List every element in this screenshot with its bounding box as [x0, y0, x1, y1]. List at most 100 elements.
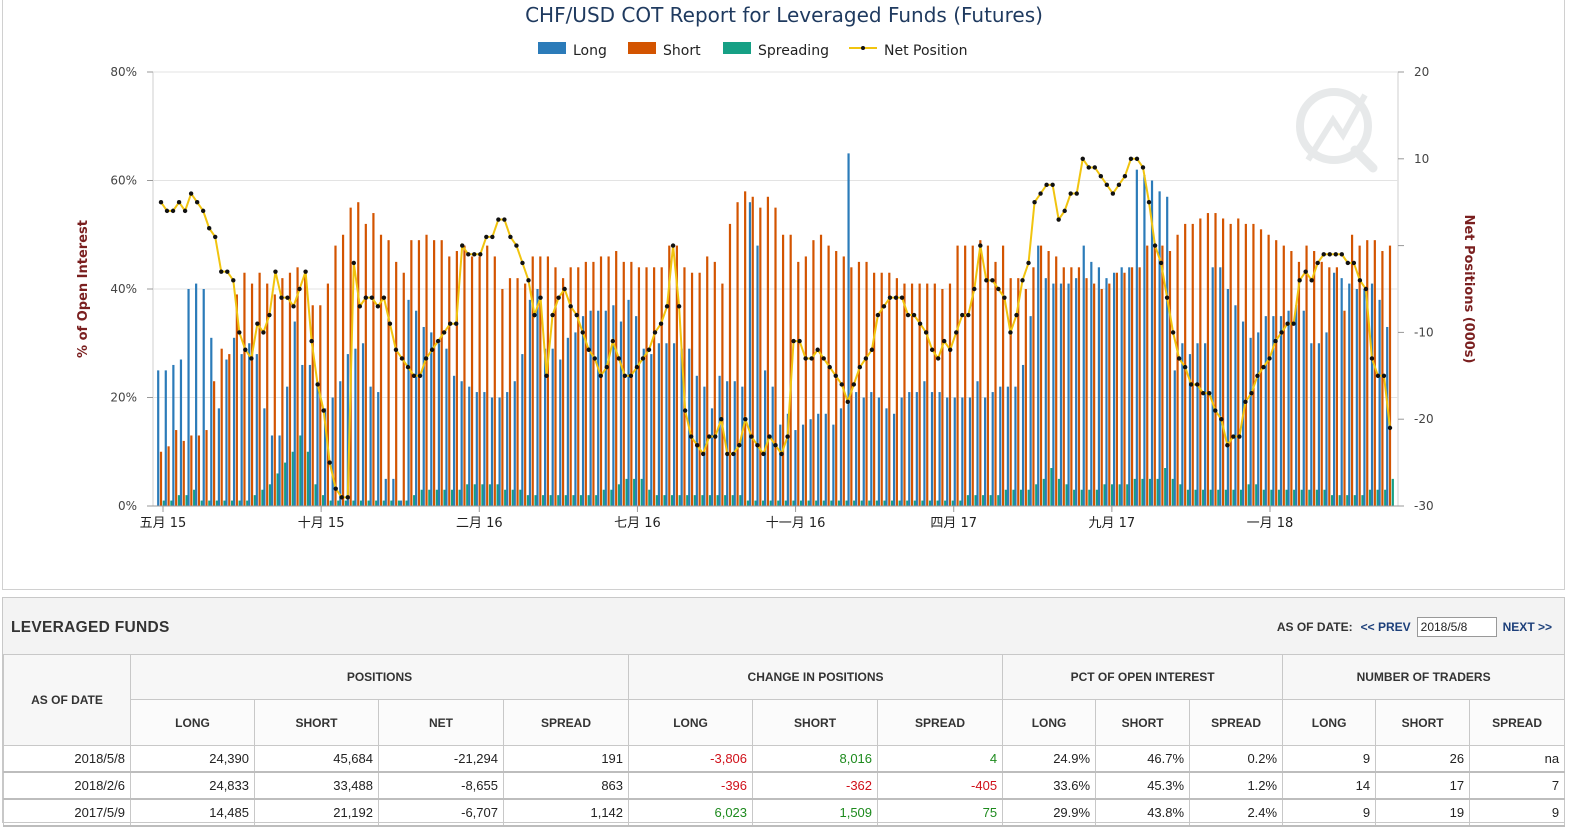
long-bar [278, 435, 281, 506]
short-bar [387, 240, 390, 507]
short-bar [334, 245, 337, 506]
x-tick-label: 一月 18 [1247, 516, 1294, 531]
long-bar [1059, 283, 1063, 506]
short-bar [1206, 213, 1210, 507]
short-bar [1161, 245, 1164, 506]
date-input[interactable] [1416, 617, 1497, 637]
net-position-point [1026, 260, 1031, 266]
net-position-point [1140, 165, 1146, 170]
col-pct-long: LONG [1002, 699, 1097, 746]
long-bar [1264, 316, 1267, 507]
spreading-bar [162, 500, 165, 506]
short-bar [470, 256, 474, 506]
cell-ch-short: 8,016 [752, 745, 879, 773]
net-position-point [1333, 252, 1338, 257]
net-position-point [297, 286, 302, 292]
long-bar [1150, 180, 1154, 506]
legend-short[interactable]: Short [628, 42, 701, 59]
net-position-point [1158, 260, 1164, 266]
short-bar [296, 267, 299, 506]
spreading-bar [1012, 489, 1015, 506]
long-bar [293, 321, 296, 506]
y-left-tick-label: 80% [110, 65, 137, 79]
long-bar [877, 397, 881, 506]
long-bar [1325, 332, 1328, 506]
net-position-point [960, 312, 965, 318]
spreading-bar [276, 473, 279, 506]
long-bar [1287, 310, 1290, 506]
as-of-date-label: AS OF DATE: [1276, 620, 1353, 634]
long-bar [1317, 343, 1321, 506]
spreading-bar [534, 495, 537, 506]
cell-pct-spread: 1.2% [1189, 771, 1284, 800]
net-position-point [911, 312, 917, 318]
chart-legend[interactable]: Long Short Spreading Net Position [538, 42, 968, 59]
net-position-point [303, 269, 308, 274]
legend-long-label: Long [573, 43, 607, 59]
net-position-point [725, 451, 730, 457]
short-bar [835, 251, 838, 506]
short-bar [895, 278, 898, 506]
long-bar [862, 397, 865, 506]
net-position-point [568, 304, 573, 309]
prev-date-link[interactable]: << PREV [1360, 620, 1411, 634]
long-bar [589, 310, 592, 506]
long-bar [718, 375, 721, 506]
spreading-bar [693, 495, 696, 506]
net-position-point [592, 356, 597, 361]
long-bar [483, 392, 486, 506]
net-position-point [200, 208, 206, 214]
legend-spreading[interactable]: Spreading [723, 42, 829, 59]
cell-tr-spread: 9 [1469, 798, 1566, 827]
long-bar [475, 392, 478, 506]
net-position-point [381, 295, 387, 300]
long-bar [172, 364, 175, 506]
net-position-point [417, 373, 423, 378]
long-bar [1135, 169, 1138, 506]
net-position-point [1219, 417, 1224, 422]
net-position-point [447, 321, 453, 326]
short-bar [1153, 245, 1156, 506]
spreading-bar [891, 500, 894, 506]
long-bar [1340, 278, 1343, 506]
net-position-point [767, 434, 772, 439]
net-position-point [905, 312, 911, 318]
col-pos-net: NET [378, 699, 504, 746]
net-position-point [285, 295, 290, 300]
legend-spreading-label: Spreading [758, 43, 829, 59]
long-bar [665, 343, 668, 506]
net-position-point [827, 364, 832, 370]
short-bar [1191, 223, 1194, 506]
long-bar [1021, 364, 1025, 506]
legend-long[interactable]: Long [538, 42, 607, 59]
short-bar [918, 283, 921, 506]
spreading-bar [253, 495, 256, 506]
net-position-point [1339, 252, 1345, 257]
net-position-point [357, 304, 363, 309]
long-bar [976, 381, 979, 506]
net-position-point [869, 347, 875, 352]
net-position-point [845, 399, 850, 405]
net-position-point [1104, 182, 1110, 188]
spreading-bar [450, 489, 454, 506]
spreading-bar [1103, 484, 1106, 506]
net-position-point [899, 295, 905, 300]
long-bar [1082, 245, 1085, 506]
net-position-point [369, 295, 375, 300]
long-bar [513, 381, 516, 506]
net-position-point [213, 234, 218, 240]
net-position-point [839, 382, 844, 387]
legend-net-position[interactable]: Net Position [849, 43, 968, 59]
short-bar [182, 440, 185, 506]
cell-ch-short: -362 [752, 771, 879, 800]
long-bar [991, 392, 994, 506]
next-date-link[interactable]: NEXT >> [1502, 620, 1552, 634]
spreading-bar [1057, 478, 1061, 507]
spreading-bar [549, 495, 552, 506]
long-bar [468, 386, 471, 506]
spreading-bar [997, 495, 1000, 506]
net-position-point [658, 321, 664, 326]
short-bar [873, 272, 876, 506]
net-position-point [1357, 278, 1363, 283]
net-position-point [339, 495, 344, 500]
